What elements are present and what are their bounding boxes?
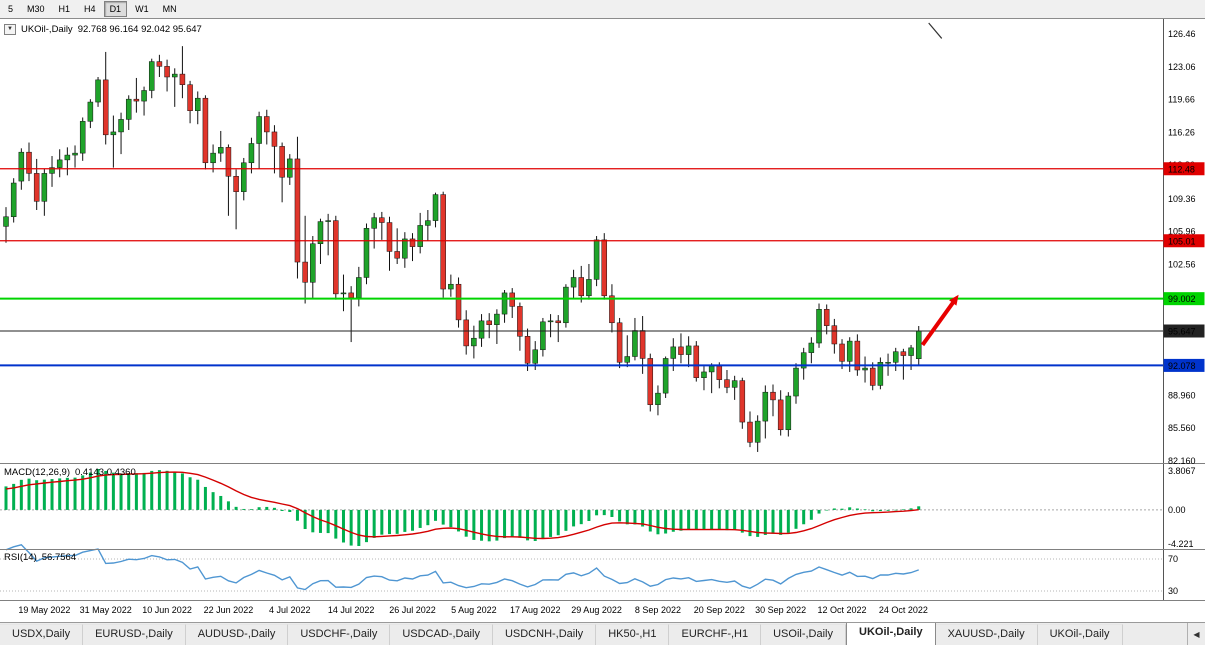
timeframe-button-w1[interactable]: W1: [129, 1, 155, 17]
candles-layer: [3, 46, 922, 452]
macd-indicator-label: MACD(12,26,9) 0.4143 0.4360: [4, 467, 136, 478]
svg-text:105.96: 105.96: [1168, 227, 1196, 237]
svg-text:112.48: 112.48: [1168, 164, 1195, 174]
chart-tab-usdcad-daily[interactable]: USDCAD-,Daily: [390, 624, 493, 645]
chart-tabs-bar: USDX,Daily EURUSD-,Daily AUDUSD-,Daily USDC…: [0, 622, 1205, 645]
rsi-value: 56.7564: [41, 552, 77, 563]
chart-tab-usoil-daily[interactable]: USOil-,Daily: [761, 624, 847, 645]
svg-text:22 Jun 2022: 22 Jun 2022: [204, 605, 254, 615]
chart-tab-ukoil-daily[interactable]: UKOil-,Daily: [1037, 624, 1123, 645]
rsi-panel: 70 30: [0, 544, 1178, 596]
svg-text:4 Jul 2022: 4 Jul 2022: [269, 605, 311, 615]
svg-text:116.26: 116.26: [1168, 127, 1195, 137]
svg-text:5 Aug 2022: 5 Aug 2022: [451, 605, 497, 615]
annotations-layer[interactable]: [920, 22, 959, 347]
chart-title-bar: ▼ UKOil-,Daily 92.768 96.164 92.042 95.6…: [4, 24, 202, 35]
svg-text:70: 70: [1168, 554, 1178, 564]
chart-symbol-label: UKOil-,Daily: [20, 24, 73, 35]
timeframe-button-m30[interactable]: M30: [21, 1, 51, 17]
timeframe-button-d1[interactable]: D1: [103, 1, 128, 17]
svg-text:123.06: 123.06: [1168, 62, 1196, 72]
svg-text:19 May 2022: 19 May 2022: [18, 605, 70, 615]
macd-values: 0.4143 0.4360: [75, 467, 136, 478]
svg-text:95.647: 95.647: [1168, 327, 1196, 337]
timeframe-button-h1[interactable]: H1: [52, 1, 77, 17]
timeframe-button-h4[interactable]: H4: [78, 1, 102, 17]
price-axis-labels[interactable]: 126.46123.06119.66116.26112.86109.36105.…: [1168, 29, 1196, 466]
svg-text:99.002: 99.002: [1168, 294, 1196, 304]
svg-text:30 Sep 2022: 30 Sep 2022: [755, 605, 806, 615]
svg-text:85.560: 85.560: [1168, 423, 1196, 433]
svg-text:-4.221: -4.221: [1168, 539, 1194, 549]
chart-tab-eurchf-h1[interactable]: EURCHF-,H1: [669, 624, 762, 645]
svg-text:109.36: 109.36: [1168, 194, 1196, 204]
trend-arrow[interactable]: [920, 298, 957, 347]
svg-text:12 Oct 2022: 12 Oct 2022: [818, 605, 867, 615]
chart-tabs: USDX,Daily EURUSD-,Daily AUDUSD-,Daily USDC…: [0, 623, 1187, 645]
macd-name: MACD(12,26,9): [4, 467, 70, 478]
svg-text:24 Oct 2022: 24 Oct 2022: [879, 605, 928, 615]
annotation-line[interactable]: [928, 22, 943, 39]
horizontal-lines-layer[interactable]: [0, 168, 1163, 367]
timeframe-button-mn[interactable]: MN: [156, 1, 183, 17]
svg-text:0.00: 0.00: [1168, 505, 1186, 515]
chart-tab-audusd-daily[interactable]: AUDUSD-,Daily: [185, 624, 289, 645]
chart-tab-usdchf-daily[interactable]: USDCHF-,Daily: [288, 624, 391, 645]
svg-text:14 Jul 2022: 14 Jul 2022: [328, 605, 375, 615]
price-badges-layer: 112.48 105.01 99.002 95.647 92.078: [1163, 162, 1205, 372]
chart-tab-usdx-daily[interactable]: USDX,Daily: [0, 624, 84, 645]
svg-text:31 May 2022: 31 May 2022: [80, 605, 132, 615]
tab-scroll-left-button[interactable]: ◀: [1187, 623, 1205, 645]
svg-text:105.01: 105.01: [1168, 236, 1196, 246]
chart-frame: [0, 19, 1205, 601]
svg-text:126.46: 126.46: [1168, 29, 1196, 39]
svg-text:82.160: 82.160: [1168, 456, 1196, 466]
chart-tab-xauusd-daily[interactable]: XAUUSD-,Daily: [935, 624, 1038, 645]
time-axis-labels[interactable]: 19 May 2022 31 May 2022 10 Jun 2022 22 Jun …: [18, 605, 928, 615]
timeframe-toolbar: 5 M30 H1 H4 D1 W1 MN: [0, 0, 1205, 19]
rsi-indicator-label: RSI(14) 56.7564: [4, 552, 76, 563]
svg-text:26 Jul 2022: 26 Jul 2022: [389, 605, 436, 615]
svg-text:8 Sep 2022: 8 Sep 2022: [635, 605, 681, 615]
svg-text:92.078: 92.078: [1168, 361, 1196, 371]
svg-text:102.56: 102.56: [1168, 259, 1196, 269]
svg-text:10 Jun 2022: 10 Jun 2022: [142, 605, 192, 615]
chart-ohlc-values: 92.768 96.164 92.042 95.647: [77, 24, 202, 35]
svg-text:29 Aug 2022: 29 Aug 2022: [571, 605, 622, 615]
symbol-dropdown-button[interactable]: ▼: [4, 24, 16, 35]
svg-text:3.8067: 3.8067: [1168, 466, 1196, 476]
svg-text:20 Sep 2022: 20 Sep 2022: [694, 605, 745, 615]
rsi-name: RSI(14): [4, 552, 37, 563]
price-chart-canvas[interactable]: 3.8067 0.00 -4.221 70 30 126.46 123.06 119.66…: [0, 19, 1205, 622]
svg-text:88.960: 88.960: [1168, 390, 1196, 400]
svg-text:119.66: 119.66: [1168, 95, 1195, 105]
chart-tab-eurusd-daily[interactable]: EURUSD-,Daily: [83, 624, 186, 645]
chart-tab-ukoil-daily[interactable]: UKOil-,Daily: [846, 623, 936, 645]
chart-tab-usdcnh-daily[interactable]: USDCNH-,Daily: [492, 624, 597, 645]
timeframe-button-5[interactable]: 5: [2, 1, 20, 17]
chart-area[interactable]: 3.8067 0.00 -4.221 70 30 126.46 123.06 119.66…: [0, 19, 1205, 622]
svg-text:30: 30: [1168, 586, 1178, 596]
macd-panel: 3.8067 0.00 -4.221: [0, 466, 1196, 549]
svg-text:17 Aug 2022: 17 Aug 2022: [510, 605, 561, 615]
chart-tab-hk50-h1[interactable]: HK50-,H1: [596, 624, 670, 645]
